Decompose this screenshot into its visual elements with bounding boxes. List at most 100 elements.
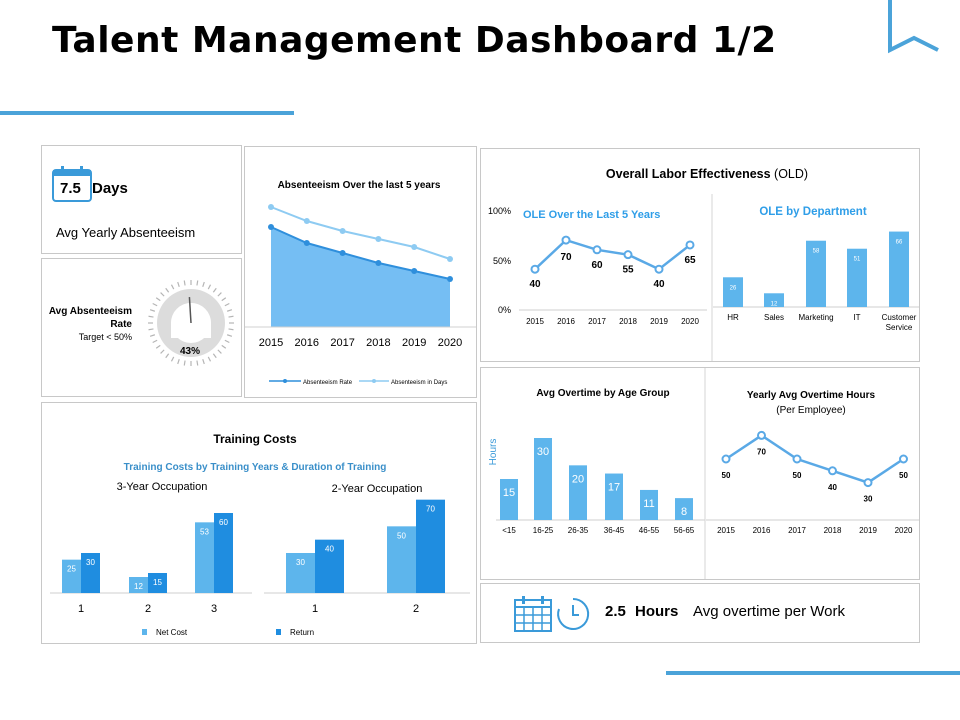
return-bar (81, 553, 100, 593)
legend-label-rate: Absenteeism Rate (303, 380, 353, 386)
net-cost-bar (62, 559, 81, 593)
absenteeism-days-line (270, 206, 451, 260)
ole-trend-point (685, 240, 695, 250)
yearly-overtime-line (725, 433, 905, 484)
x-tick-label: Sales (764, 313, 784, 322)
x-tick-label: HR (727, 313, 739, 322)
training-chart: Training Costs Training Costs by Training… (50, 432, 470, 637)
training-costs-card: Training Costs Training Costs by Training… (41, 402, 477, 644)
x-tick-label: 1 (312, 603, 318, 615)
ole-trend-line (534, 238, 691, 271)
absenteeism-rate-line (270, 226, 451, 280)
gauge-tick (170, 356, 175, 362)
ole-dept-bar (723, 277, 743, 307)
data-label: 12 (771, 301, 778, 307)
x-tick-label: 2017 (588, 317, 606, 326)
data-label: 11 (643, 498, 654, 510)
gauge-tick (207, 356, 212, 362)
y-axis-label: Hours (488, 439, 499, 466)
overtime-age-bar (534, 438, 552, 520)
absenteeism-chart-card: Absenteeism Over the last 5 years 2015 201… (244, 146, 477, 398)
x-tick-label: 2020 (438, 337, 462, 349)
x-tick-label: 2019 (650, 317, 668, 326)
data-label: 8 (681, 506, 687, 518)
gauge-tick (152, 339, 158, 344)
ole-trend-point (623, 250, 633, 260)
x-tick-label: 2017 (330, 337, 354, 349)
gauge-tick (170, 284, 175, 290)
x-tick-label: 2015 (717, 526, 735, 535)
calendar-icon (52, 166, 92, 202)
return-bar (214, 513, 233, 593)
x-tick-label: 2015 (526, 317, 544, 326)
data-label: 51 (854, 257, 861, 263)
gauge-tick (228, 328, 234, 331)
overtime-age-title: Avg Overtime by Age Group (536, 388, 669, 399)
yearly-overtime-point (792, 454, 802, 464)
data-label: 60 (219, 518, 228, 527)
absenteeism-rate-point (268, 224, 274, 230)
absenteeism-days-point (339, 228, 346, 234)
gauge-tick (217, 349, 222, 354)
data-label: 55 (622, 265, 634, 276)
data-label: 53 (200, 527, 209, 536)
gauge-tick (202, 281, 205, 288)
x-tick-label: 2015 (259, 337, 283, 349)
data-label: 50 (899, 471, 908, 480)
x-tick-label: 2019 (859, 526, 877, 535)
data-label: 70 (426, 505, 435, 514)
x-tick-label: 2018 (619, 317, 637, 326)
ole-title-rest: (OLD) (774, 167, 808, 181)
data-label: 65 (684, 255, 696, 266)
gauge-tick (196, 280, 199, 286)
overtime-summary-label: Avg overtime per Work (693, 603, 845, 620)
gauge-title: Avg Absenteeism Rate (48, 306, 132, 330)
x-tick-label: 36-45 (604, 526, 625, 535)
data-label: 70 (757, 447, 766, 456)
overtime-age-bar (675, 498, 693, 520)
ole-dept-bar (764, 293, 784, 307)
absenteeism-card: 7.5 Days Avg Yearly Absenteeism (41, 145, 242, 254)
legend-label-days: Absenteeism in Days (391, 380, 447, 386)
yearly-overtime-point (828, 466, 837, 476)
data-label: 17 (608, 482, 620, 494)
training-group-title: 3-Year Occupation (117, 481, 208, 493)
overtime-chart: Avg Overtime by Age GroupHours1530201711… (488, 368, 919, 579)
gauge-tick (202, 358, 205, 365)
gauge-tick (165, 353, 170, 359)
return-bar (416, 499, 445, 593)
absenteeism-days-point (303, 218, 310, 224)
x-tick-label: 2016 (557, 317, 575, 326)
gauge-tick (160, 292, 165, 297)
x-tick-label: 2020 (895, 526, 913, 535)
legend-swatch-return (276, 629, 281, 635)
gauge-tick (196, 360, 199, 366)
absenteeism-unit: Days (92, 180, 128, 197)
legend-label-net-cost: Net Cost (156, 628, 188, 637)
page-title: Talent Management Dashboard 1/2 (52, 20, 777, 61)
data-label: 15 (153, 578, 162, 587)
y-tick-label: 100% (488, 206, 511, 216)
data-label: 30 (537, 446, 549, 458)
gauge-tick (177, 281, 180, 288)
legend-marker-days (372, 379, 376, 383)
x-tick-label: 1 (78, 603, 84, 615)
x-tick-word: Customer (882, 313, 917, 322)
gauge-tick (148, 315, 154, 318)
absenteeism-rate-point (447, 276, 453, 282)
absenteeism-rate-point (411, 268, 418, 274)
data-label: 58 (813, 249, 820, 255)
gauge-tick (221, 344, 227, 349)
gauge-tick (183, 280, 186, 286)
yearly-overtime-point (899, 454, 908, 464)
x-tick-label: 2016 (295, 337, 319, 349)
ole-title-bold: Overall Labor Effectiveness (606, 167, 774, 181)
yearly-overtime-point (721, 454, 731, 464)
training-subtitle: Training Costs by Training Years & Durat… (124, 462, 387, 473)
gauge-tick (148, 328, 154, 331)
gauge-tick (152, 302, 158, 307)
data-label: 70 (560, 252, 572, 263)
gauge-tick (183, 360, 186, 366)
absenteeism-rate-point (375, 260, 382, 266)
x-tick-label: Marketing (798, 313, 833, 322)
